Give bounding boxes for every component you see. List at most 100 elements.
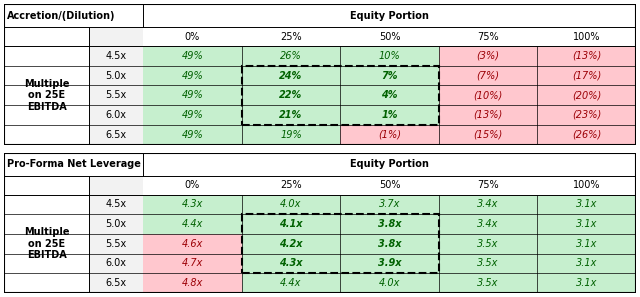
Bar [439, 86, 538, 105]
Text: 4.3x: 4.3x [279, 258, 303, 268]
Text: 26%: 26% [280, 51, 302, 61]
Text: 4.0x: 4.0x [280, 200, 301, 209]
Bar [439, 125, 538, 145]
Text: 3.1x: 3.1x [576, 219, 597, 229]
Bar [242, 46, 340, 66]
Text: 3.1x: 3.1x [576, 200, 597, 209]
Text: 100%: 100% [573, 32, 600, 42]
Bar [538, 195, 636, 214]
Text: 24%: 24% [279, 71, 303, 81]
Bar [340, 195, 439, 214]
Text: 4.2x: 4.2x [279, 239, 303, 249]
Bar [242, 105, 340, 125]
Bar [538, 105, 636, 125]
Text: 50%: 50% [379, 32, 400, 42]
Text: 100%: 100% [573, 180, 600, 190]
Text: (7%): (7%) [477, 71, 500, 81]
Bar [439, 273, 538, 293]
Bar [439, 66, 538, 86]
Text: Pro-Forma Net Leverage: Pro-Forma Net Leverage [7, 159, 141, 169]
Text: 4.4x: 4.4x [182, 219, 203, 229]
Bar [538, 46, 636, 66]
Text: 75%: 75% [477, 180, 499, 190]
Text: 49%: 49% [182, 110, 204, 120]
Text: 50%: 50% [379, 180, 400, 190]
Bar [538, 66, 636, 86]
Bar [340, 254, 439, 273]
Text: (13%): (13%) [474, 110, 503, 120]
Text: 7%: 7% [381, 71, 398, 81]
Text: (20%): (20%) [572, 90, 602, 100]
Text: 4.8x: 4.8x [182, 278, 203, 288]
Text: 0%: 0% [185, 32, 200, 42]
Bar [538, 125, 636, 145]
Bar [538, 234, 636, 254]
Text: 49%: 49% [182, 130, 204, 140]
Text: (1%): (1%) [378, 130, 401, 140]
Text: 3.4x: 3.4x [477, 219, 499, 229]
Bar [340, 234, 439, 254]
Bar [340, 125, 439, 145]
Text: (15%): (15%) [474, 130, 503, 140]
Text: 6.5x: 6.5x [106, 278, 127, 288]
Bar [242, 273, 340, 293]
Bar [143, 254, 242, 273]
Bar [340, 86, 439, 105]
Text: 3.5x: 3.5x [477, 239, 499, 249]
Bar [538, 86, 636, 105]
Text: 5.0x: 5.0x [106, 71, 127, 81]
Bar [90, 27, 143, 145]
Text: 22%: 22% [279, 90, 303, 100]
Text: 6.5x: 6.5x [106, 130, 127, 140]
Bar [242, 86, 340, 105]
Text: (13%): (13%) [572, 51, 602, 61]
Text: 1%: 1% [381, 110, 398, 120]
Text: 4%: 4% [381, 90, 398, 100]
Text: 5.5x: 5.5x [106, 239, 127, 249]
Text: 4.5x: 4.5x [106, 200, 127, 209]
Bar [242, 234, 340, 254]
Text: Accretion/(Dilution): Accretion/(Dilution) [7, 11, 116, 20]
Bar [340, 105, 439, 125]
Text: (23%): (23%) [572, 110, 602, 120]
Text: 3.5x: 3.5x [477, 258, 499, 268]
Text: 3.1x: 3.1x [576, 278, 597, 288]
Bar [242, 214, 340, 234]
Bar [242, 254, 340, 273]
Bar [439, 46, 538, 66]
Text: 49%: 49% [182, 51, 204, 61]
Text: (10%): (10%) [474, 90, 503, 100]
Bar [143, 214, 242, 234]
Text: 25%: 25% [280, 180, 301, 190]
Bar [242, 125, 340, 145]
Text: 10%: 10% [379, 51, 401, 61]
Text: 3.4x: 3.4x [477, 200, 499, 209]
Bar [538, 273, 636, 293]
Bar [439, 195, 538, 214]
Bar [242, 66, 340, 86]
Text: 4.5x: 4.5x [106, 51, 127, 61]
Text: 3.8x: 3.8x [378, 219, 401, 229]
Text: 4.4x: 4.4x [280, 278, 301, 288]
Text: 49%: 49% [182, 90, 204, 100]
Text: 75%: 75% [477, 32, 499, 42]
Text: (3%): (3%) [477, 51, 500, 61]
Text: Equity Portion: Equity Portion [350, 159, 429, 169]
Text: 25%: 25% [280, 32, 301, 42]
Bar [242, 66, 439, 125]
Bar [439, 214, 538, 234]
Text: 4.3x: 4.3x [182, 200, 203, 209]
Text: 5.5x: 5.5x [106, 90, 127, 100]
Text: Equity Portion: Equity Portion [350, 11, 429, 20]
Bar [143, 195, 242, 214]
Text: (17%): (17%) [572, 71, 602, 81]
Bar [143, 66, 242, 86]
Bar [242, 214, 439, 273]
Bar [439, 234, 538, 254]
Text: 4.1x: 4.1x [279, 219, 303, 229]
Text: Multiple
on 25E
EBITDA: Multiple on 25E EBITDA [24, 227, 69, 260]
Text: 3.9x: 3.9x [378, 258, 401, 268]
Text: 3.7x: 3.7x [379, 200, 400, 209]
Bar [439, 105, 538, 125]
Bar [143, 273, 242, 293]
